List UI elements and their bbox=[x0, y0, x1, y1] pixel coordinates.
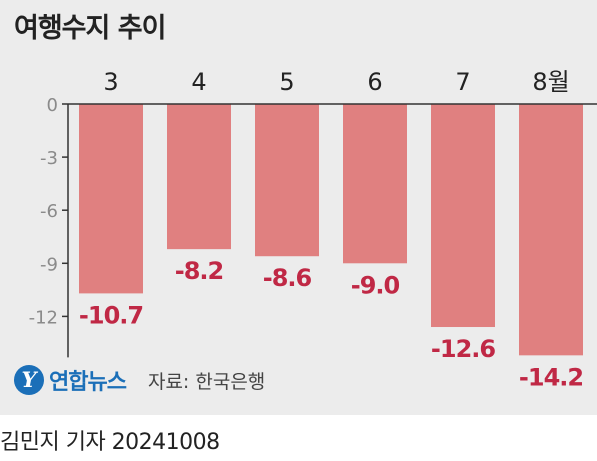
value-label: -8.2 bbox=[175, 257, 223, 285]
bar-3 bbox=[79, 104, 143, 294]
value-label: -8.6 bbox=[263, 264, 312, 292]
category-label: 3 bbox=[103, 68, 118, 96]
value-label: -14.2 bbox=[519, 363, 583, 391]
y-tick-label: -12 bbox=[29, 307, 58, 328]
y-tick-label: -3 bbox=[40, 148, 58, 169]
y-tick-label: -9 bbox=[40, 254, 58, 275]
logo-text: 연합뉴스 bbox=[49, 370, 127, 395]
bar-chart: 0 -3 -6 -9 -12 3 4 5 6 7 8월 -10.7 -8.2 -8.6 -9.0 -12.… bbox=[29, 68, 597, 391]
category-label: 8월 bbox=[532, 68, 569, 96]
category-label: 5 bbox=[279, 68, 294, 96]
category-label: 6 bbox=[367, 68, 382, 96]
bar-5 bbox=[255, 104, 319, 257]
y-tick-label: 0 bbox=[47, 95, 58, 116]
source-row: Y 연합뉴스 자료: 한국은행 bbox=[14, 360, 265, 400]
category-label: 4 bbox=[191, 68, 206, 96]
bar-4 bbox=[167, 104, 231, 250]
value-label: -9.0 bbox=[351, 271, 400, 299]
y-tick-label: -6 bbox=[40, 201, 58, 222]
bar-7 bbox=[431, 104, 495, 328]
chart-title: 여행수지 추이 bbox=[14, 13, 166, 44]
yonhap-logo-icon: Y bbox=[14, 365, 44, 395]
source-text: 자료: 한국은행 bbox=[147, 370, 266, 393]
reporter-credit: 김민지 기자 20241008 bbox=[0, 430, 220, 455]
category-label: 7 bbox=[455, 68, 470, 96]
bar-6 bbox=[343, 104, 407, 264]
chart-panel: 여행수지 추이 0 -3 -6 -9 -12 3 4 5 6 7 8월 -10.7 -8.2 -8.6… bbox=[0, 0, 597, 415]
value-label: -10.7 bbox=[79, 301, 143, 329]
value-label: -12.6 bbox=[431, 335, 495, 363]
bar-8월 bbox=[519, 104, 583, 356]
